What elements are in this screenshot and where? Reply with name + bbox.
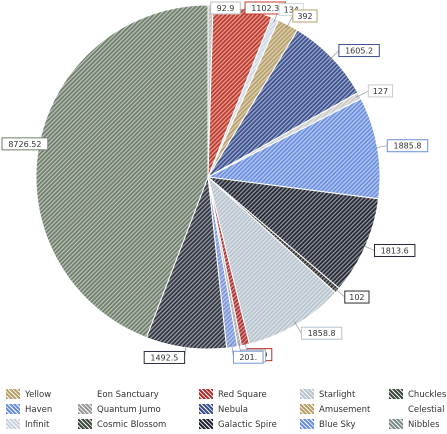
legend-swatch	[389, 389, 403, 399]
leader-line	[286, 15, 294, 29]
leader-line	[334, 287, 345, 298]
legend-swatch	[199, 404, 213, 414]
leader-line	[355, 90, 369, 98]
data-label: 1885.8	[393, 142, 421, 151]
legend-swatch	[78, 419, 92, 429]
data-label-box	[367, 84, 394, 98]
legend-label: Amusement	[319, 405, 371, 415]
legend-swatch	[389, 419, 403, 429]
data-label: 92.9	[217, 4, 235, 13]
leader-line	[373, 145, 388, 149]
legend-label: Nibbles	[408, 420, 440, 430]
data-label-box	[386, 139, 429, 153]
legend-swatch	[199, 419, 213, 429]
legend-swatch	[6, 419, 20, 429]
data-label-box	[300, 326, 343, 340]
legend-label: Quantum Jumo	[97, 405, 161, 415]
data-label-box	[232, 350, 264, 364]
legend-swatch	[199, 389, 213, 399]
data-label-box	[143, 350, 186, 364]
data-label-box	[338, 44, 380, 58]
legend-label: Red Square	[218, 390, 267, 400]
legend-swatch	[389, 404, 403, 414]
legend-label: Chuckles	[408, 390, 447, 400]
legend-label: Nebula	[218, 405, 248, 415]
legend-label: Galactic Spire	[218, 420, 277, 430]
legend-label: Yellow	[25, 390, 52, 400]
data-label: 1492.5	[150, 353, 178, 362]
data-label: 1858.8	[308, 329, 336, 338]
legend-label: Haven	[25, 405, 53, 415]
legend-label: Blue Sky	[319, 420, 356, 430]
legend-swatch	[300, 389, 314, 399]
data-label: 134	[284, 5, 299, 14]
data-label-box	[292, 9, 318, 23]
legend-swatch	[6, 404, 20, 414]
legend-label: Infinit	[25, 420, 50, 430]
data-label-box	[374, 243, 416, 257]
data-label: 102	[349, 293, 364, 302]
legend-swatch	[78, 389, 92, 399]
data-label: 1813.6	[381, 246, 409, 255]
data-label: 1102.3	[251, 4, 279, 13]
legend-swatch	[300, 419, 314, 429]
legend-label: Eon Sanctuary	[97, 390, 159, 400]
pie-slices	[35, 4, 381, 350]
data-label: 127	[373, 87, 388, 96]
legend: Yellow Eon Sanctuary Red Square Starlight Ch…	[0, 386, 447, 434]
legend-swatch	[78, 404, 92, 414]
data-label: 201.	[239, 353, 257, 362]
data-label: 8726.52	[8, 140, 41, 149]
legend-label: Cosmic Blossom	[97, 420, 167, 430]
legend-swatch	[300, 404, 314, 414]
data-label-box	[344, 290, 370, 304]
leader-line	[293, 321, 302, 334]
legend-label: Celestial	[408, 405, 445, 415]
data-label: 1605.2	[345, 47, 373, 56]
data-label-box	[210, 1, 241, 15]
data-label-box	[1, 137, 49, 151]
data-label: 392	[297, 12, 312, 21]
leader-line	[361, 244, 375, 251]
leader-line	[328, 50, 340, 61]
legend-swatch	[6, 389, 20, 399]
legend-label: Starlight	[319, 390, 356, 400]
